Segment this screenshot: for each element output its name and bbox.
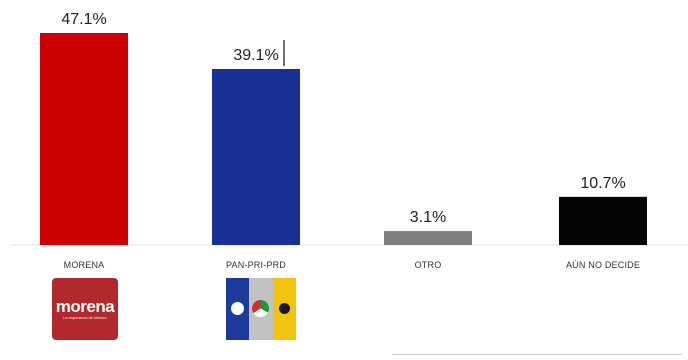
- pan-stripe: [226, 278, 250, 340]
- category-label-pan-pri-prd: PAN-PRI-PRD: [226, 260, 286, 270]
- pri-emblem-icon: [252, 300, 270, 317]
- prd-stripe: [272, 278, 296, 340]
- category-label-otro: OTRO: [415, 260, 442, 270]
- bar-morena: [40, 33, 128, 245]
- pan-pri-prd-logo: [226, 278, 296, 340]
- morena-logo: morena La esperanza de México: [52, 278, 118, 340]
- value-label-otro: 3.1%: [410, 209, 446, 226]
- bar-otro: [384, 231, 472, 245]
- prd-emblem-icon: [275, 300, 293, 317]
- morena-logo-word: morena: [55, 297, 115, 316]
- bar-aun-no-decide: [559, 196, 647, 245]
- category-label-aun-no-decide: AÚN NO DECIDE: [566, 260, 640, 270]
- pan-emblem-icon: [229, 300, 246, 317]
- value-label-pan-pri-prd: 39.1%: [233, 47, 278, 64]
- value-label-aun-no-decide: 10.7%: [580, 175, 625, 192]
- morena-logo-tagline: La esperanza de México: [63, 315, 107, 320]
- value-label-morena: 47.1%: [61, 11, 106, 28]
- pri-stripe: [249, 278, 273, 340]
- bottom-divider: [392, 354, 682, 355]
- category-label-morena: MORENA: [64, 260, 105, 270]
- bar-pan-pri-prd: [212, 69, 300, 246]
